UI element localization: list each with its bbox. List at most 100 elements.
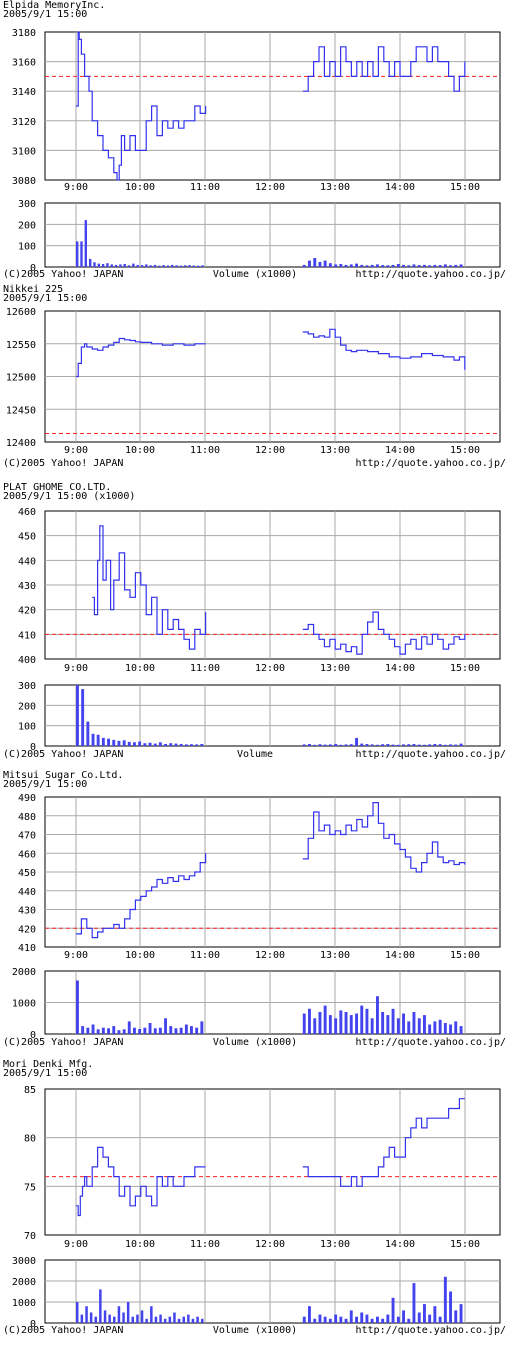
y-tick-label: 80 <box>24 1134 36 1145</box>
volume-bar <box>132 263 135 267</box>
volume-bar <box>80 241 83 267</box>
x-tick-label: 13:00 <box>320 663 350 674</box>
volume-bar <box>138 1029 142 1034</box>
volume-bar <box>438 1019 442 1034</box>
source-url-link[interactable]: http://quote.yahoo.co.jp/ <box>355 1037 506 1048</box>
volume-bar <box>370 264 374 267</box>
volume-bar <box>302 744 306 746</box>
volume-bar <box>184 744 188 746</box>
price-series-morning <box>76 1146 206 1217</box>
y-tick-label: 12450 <box>6 405 36 416</box>
volume-bar <box>334 744 338 746</box>
price-series-afternoon <box>302 46 466 92</box>
price-series-morning <box>76 31 207 181</box>
copyright-text: (C)2005 Yahoo! JAPAN <box>3 1037 123 1048</box>
chart-date: 2005/9/1 15:00 <box>3 1068 87 1079</box>
source-url-link[interactable]: http://quote.yahoo.co.jp/ <box>355 749 506 760</box>
volume-bar <box>99 1289 102 1323</box>
volume-bar <box>136 1314 139 1323</box>
x-tick-label: 13:00 <box>320 445 350 456</box>
copyright-text: (C)2005 Yahoo! JAPAN <box>3 749 123 760</box>
volume-bar <box>302 264 306 267</box>
volume-bar <box>443 264 447 267</box>
volume-bar <box>182 1316 185 1323</box>
volume-bar <box>148 1023 152 1034</box>
source-url-link[interactable]: http://quote.yahoo.co.jp/ <box>355 1325 506 1336</box>
volume-bar <box>153 1028 157 1034</box>
volume-bar <box>376 744 379 746</box>
volume-label: Volume (x1000) <box>213 1325 297 1336</box>
volume-tick-label: 0 <box>30 742 36 753</box>
volume-bar <box>143 743 147 746</box>
x-tick-label: 9:00 <box>64 663 88 674</box>
volume-bar <box>179 1027 183 1034</box>
y-tick-label: 430 <box>18 581 36 592</box>
volume-bar <box>190 744 193 746</box>
volume-bar <box>195 744 199 746</box>
volume-tick-label: 0 <box>30 1030 36 1041</box>
volume-bar <box>81 1026 85 1034</box>
volume-bar <box>148 742 152 746</box>
volume-bar <box>159 1314 162 1323</box>
volume-bar <box>417 265 421 267</box>
volume-bar <box>402 744 405 746</box>
volume-tick-label: 100 <box>18 722 36 733</box>
volume-bar <box>175 265 178 267</box>
volume-bar <box>370 1018 374 1035</box>
volume-bar <box>323 744 327 746</box>
volume-bar <box>97 263 100 267</box>
volume-bar <box>140 1310 144 1323</box>
volume-bar <box>76 241 79 267</box>
price-series-morning <box>92 525 207 650</box>
volume-bar <box>117 1030 121 1034</box>
volume-bar <box>396 264 400 267</box>
volume-bar <box>94 1316 97 1323</box>
x-tick-label: 12:00 <box>255 663 285 674</box>
volume-bar <box>407 1021 411 1034</box>
y-tick-label: 12550 <box>6 340 36 351</box>
volume-bar <box>355 1316 358 1323</box>
volume-bar <box>101 1027 105 1034</box>
x-tick-label: 13:00 <box>320 1239 350 1250</box>
volume-tick-label: 2000 <box>12 1277 36 1288</box>
y-tick-label: 420 <box>18 606 36 617</box>
volume-bar <box>136 264 139 267</box>
source-url-link[interactable]: http://quote.yahoo.co.jp/ <box>355 269 506 280</box>
chart-title: Mitsui Sugar Co.Ltd. <box>3 770 123 781</box>
volume-bar <box>106 263 109 267</box>
volume-bar <box>191 1318 195 1323</box>
volume-bar <box>438 744 442 746</box>
volume-bar <box>117 740 121 746</box>
volume-bar <box>114 264 118 267</box>
volume-bar <box>145 264 148 267</box>
chart-date: 2005/9/1 15:00 <box>3 9 87 20</box>
volume-bar <box>162 265 165 267</box>
volume-bar <box>339 1316 343 1323</box>
source-url-link[interactable]: http://quote.yahoo.co.jp/ <box>355 458 506 469</box>
volume-plot-area <box>44 202 501 268</box>
volume-bar <box>423 1015 426 1034</box>
y-tick-label: 410 <box>18 630 36 641</box>
x-tick-label: 10:00 <box>125 182 155 193</box>
y-tick-label: 12500 <box>6 373 36 384</box>
volume-bar <box>96 1029 100 1034</box>
volume-bar <box>169 1026 173 1034</box>
x-tick-label: 11:00 <box>190 445 220 456</box>
volume-bar <box>334 1314 338 1323</box>
y-tick-label: 410 <box>18 943 36 954</box>
volume-plot-area <box>44 1259 501 1324</box>
volume-bar <box>308 1306 311 1323</box>
volume-bar <box>328 1318 332 1323</box>
volume-bar <box>365 1314 369 1323</box>
y-tick-label: 420 <box>18 924 36 935</box>
volume-bar <box>459 1026 463 1034</box>
volume-tick-label: 300 <box>18 681 36 692</box>
x-tick-label: 14:00 <box>385 445 415 456</box>
volume-bar <box>370 1318 374 1323</box>
volume-bar <box>190 1026 193 1034</box>
volume-bar <box>381 1012 385 1034</box>
volume-tick-label: 0 <box>30 263 36 274</box>
y-tick-label: 3080 <box>12 176 36 187</box>
volume-bar <box>365 744 369 746</box>
volume-bar <box>339 264 343 267</box>
